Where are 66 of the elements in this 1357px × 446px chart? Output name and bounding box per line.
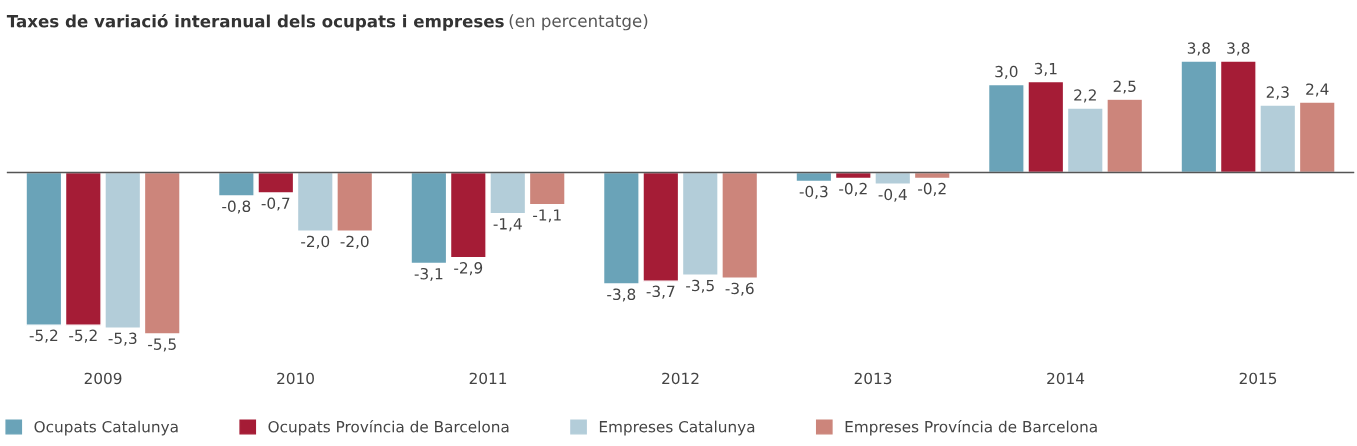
legend-label: Empreses Catalunya <box>599 420 755 436</box>
bar <box>217 171 255 197</box>
data-label: -3,8 <box>607 288 636 302</box>
data-label: -1,1 <box>533 209 561 223</box>
data-label: 3,0 <box>995 65 1018 79</box>
data-label: -5,5 <box>148 338 176 352</box>
bar <box>64 171 102 326</box>
data-label: 2,3 <box>1266 86 1289 100</box>
data-label: -0,3 <box>799 185 828 199</box>
bar <box>681 171 719 276</box>
bar <box>1298 101 1336 174</box>
legend-label: Ocupats Catalunya <box>34 420 178 436</box>
data-label: 2,4 <box>1306 83 1329 97</box>
legend-label: Empreses Província de Barcelona <box>845 420 1097 436</box>
data-label: 3,8 <box>1187 42 1210 56</box>
bar <box>296 171 334 232</box>
x-tick-label: 2009 <box>84 372 122 385</box>
data-label: -3,1 <box>414 267 443 282</box>
x-tick-label: 2013 <box>854 372 892 385</box>
data-label: -5,2 <box>29 329 58 343</box>
bar <box>104 171 142 329</box>
bar <box>449 171 487 259</box>
bar <box>1219 60 1257 174</box>
data-label: -1,4 <box>493 218 522 232</box>
data-label: -5,2 <box>69 329 97 343</box>
bar <box>410 171 448 265</box>
bar <box>642 171 680 282</box>
chart-title: Taxes de variació interanual dels ocupats i empreses <box>6 13 504 31</box>
legend-label: Ocupats Província de Barcelona <box>268 420 509 436</box>
bar <box>874 171 912 185</box>
data-label: -0,2 <box>918 182 946 196</box>
data-label: -2,0 <box>301 235 330 249</box>
data-label: 2,2 <box>1074 89 1096 103</box>
bar <box>336 171 374 232</box>
data-label: 3,1 <box>1034 62 1057 76</box>
x-tick-label: 2010 <box>277 372 314 385</box>
data-label: -2,9 <box>454 262 483 276</box>
bar <box>1027 80 1065 174</box>
data-label: -0,4 <box>878 188 907 202</box>
data-label: -5,3 <box>108 332 137 346</box>
data-label: -0,8 <box>222 200 251 214</box>
x-tick-label: 2012 <box>662 372 699 385</box>
bar <box>528 171 566 206</box>
bar <box>25 171 63 326</box>
data-label: -3,7 <box>646 285 675 299</box>
data-label: -2,0 <box>340 235 369 249</box>
x-tick-label: 2011 <box>469 372 507 385</box>
data-label: -0,7 <box>261 197 290 211</box>
x-tick-label: 2015 <box>1239 372 1277 385</box>
bar <box>721 171 759 279</box>
bar <box>1066 107 1104 174</box>
bar <box>143 171 181 335</box>
data-label: 2,5 <box>1113 80 1136 94</box>
bar <box>987 83 1025 174</box>
bar <box>1106 98 1144 174</box>
bar <box>1259 104 1297 174</box>
bar <box>489 171 527 215</box>
data-label: -3,5 <box>686 279 714 293</box>
bar <box>1180 60 1218 174</box>
bar <box>257 171 295 194</box>
x-tick-label: 2014 <box>1047 372 1085 385</box>
data-label: -0,2 <box>839 182 867 196</box>
chart-subtitle: (en percentatge) <box>509 14 648 31</box>
bar <box>602 171 640 285</box>
data-label: 3,8 <box>1227 42 1250 56</box>
data-label: -3,6 <box>725 282 754 296</box>
